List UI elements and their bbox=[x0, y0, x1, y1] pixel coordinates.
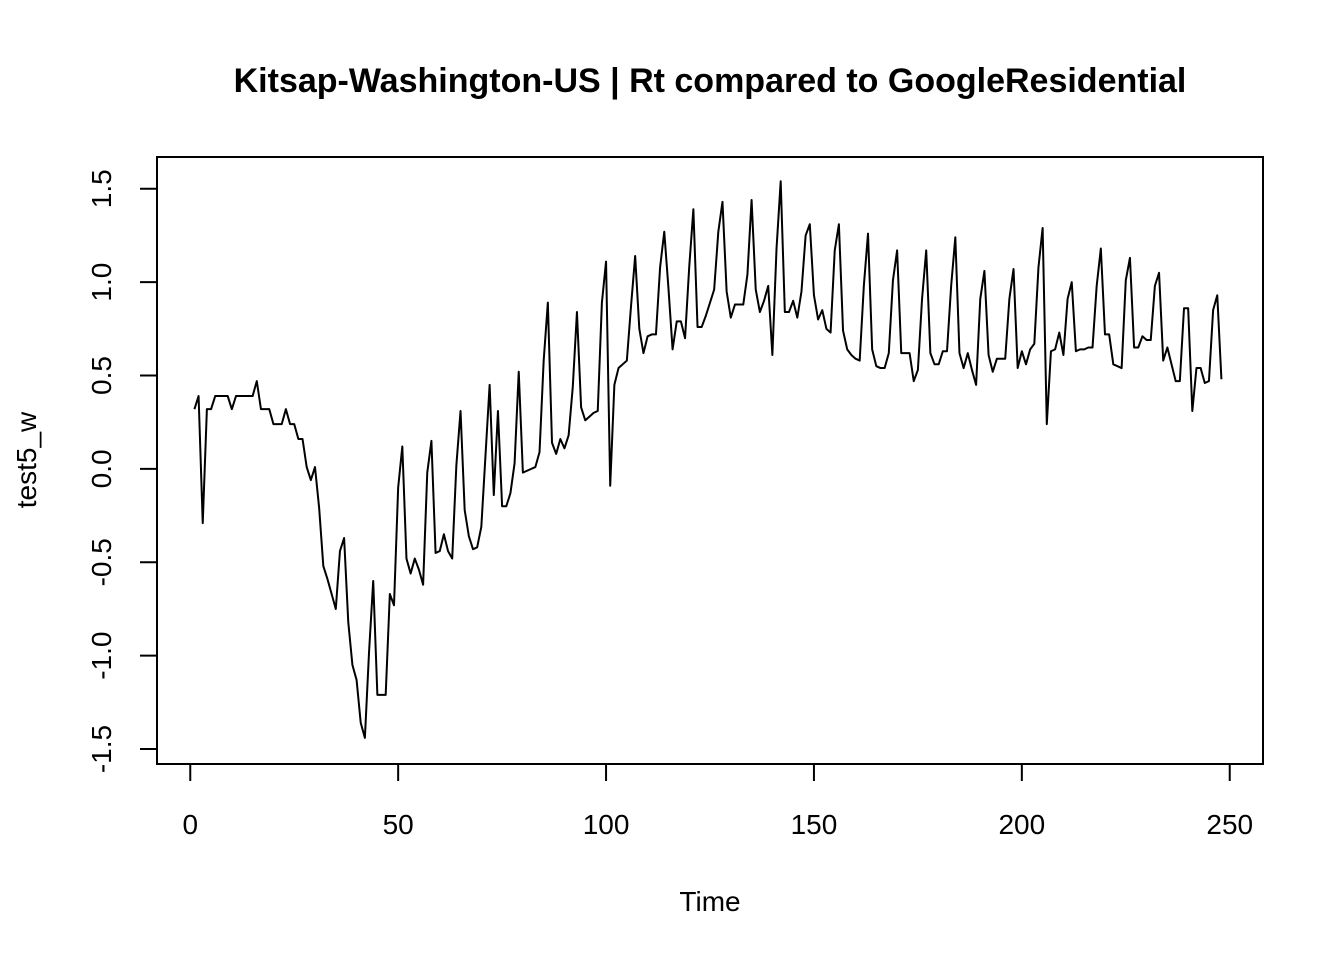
y-tick-label: -1.0 bbox=[86, 632, 117, 680]
plot-frame bbox=[156, 156, 1264, 765]
y-tick-label: 1.5 bbox=[86, 169, 117, 208]
x-axis: 0 50 100 150 200 250 bbox=[182, 763, 1253, 840]
series-line bbox=[193, 180, 1223, 739]
x-tick-label: 150 bbox=[791, 809, 838, 840]
y-tick-label: 0.5 bbox=[86, 356, 117, 395]
x-tick-label: 200 bbox=[998, 809, 1045, 840]
x-tick-label: 0 bbox=[182, 809, 198, 840]
y-axis-label: test5_w bbox=[11, 411, 42, 508]
x-tick-label: 100 bbox=[583, 809, 630, 840]
x-axis-label: Time bbox=[679, 886, 740, 917]
y-tick-label: -0.5 bbox=[86, 538, 117, 586]
x-tick-label: 250 bbox=[1206, 809, 1253, 840]
y-tick-label: 0.0 bbox=[86, 449, 117, 488]
chart-title: Kitsap-Washington-US | Rt compared to Go… bbox=[234, 62, 1187, 100]
y-tick-label: 1.0 bbox=[86, 263, 117, 302]
y-tick-label: -1.5 bbox=[86, 725, 117, 773]
x-tick-label: 50 bbox=[383, 809, 414, 840]
y-axis: -1.5 -1.0 -0.5 0.0 0.5 1.0 1.5 bbox=[86, 169, 158, 773]
